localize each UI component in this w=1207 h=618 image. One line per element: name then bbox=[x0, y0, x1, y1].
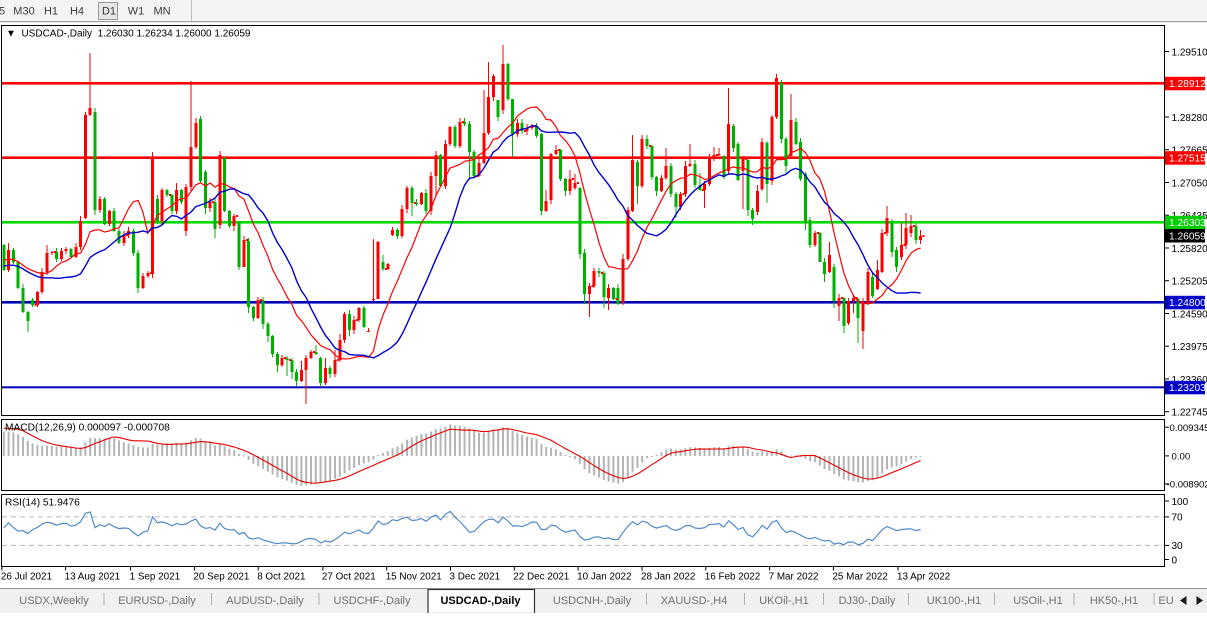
svg-text:0: 0 bbox=[1172, 555, 1178, 566]
svg-text:USDCHF-,Daily: USDCHF-,Daily bbox=[334, 595, 412, 607]
svg-text:USDCAD-,Daily: USDCAD-,Daily bbox=[440, 595, 521, 607]
svg-text:22 Dec 2021: 22 Dec 2021 bbox=[513, 572, 570, 583]
svg-text:7 Mar 2022: 7 Mar 2022 bbox=[769, 572, 819, 583]
svg-text:USDX,Weekly: USDX,Weekly bbox=[19, 595, 89, 607]
svg-text:25 Mar 2022: 25 Mar 2022 bbox=[832, 572, 887, 583]
svg-text:20 Sep 2021: 20 Sep 2021 bbox=[193, 572, 250, 583]
svg-text:EU: EU bbox=[1158, 595, 1173, 607]
svg-text:1.23203: 1.23203 bbox=[1169, 383, 1206, 394]
svg-text:H1: H1 bbox=[44, 6, 58, 18]
svg-text:0.009345: 0.009345 bbox=[1170, 423, 1207, 434]
svg-text:1.26303: 1.26303 bbox=[1169, 218, 1206, 229]
svg-text:16 Feb 2022: 16 Feb 2022 bbox=[705, 572, 760, 583]
svg-text:100: 100 bbox=[1172, 497, 1189, 508]
svg-text:28 Jan 2022: 28 Jan 2022 bbox=[641, 572, 695, 583]
svg-text:USOil-,H1: USOil-,H1 bbox=[1013, 595, 1063, 607]
svg-text:USDCNH-,Daily: USDCNH-,Daily bbox=[553, 595, 632, 607]
svg-text:5: 5 bbox=[0, 6, 5, 18]
svg-text:RSI(14) 51.9476: RSI(14) 51.9476 bbox=[5, 498, 80, 509]
svg-text:1.27050: 1.27050 bbox=[1172, 178, 1207, 189]
svg-text:10 Jan 2022: 10 Jan 2022 bbox=[577, 572, 631, 583]
svg-text:▼ USDCAD-,Daily 1.26030 1.26: ▼ USDCAD-,Daily 1.26030 1.26234 1.26000 … bbox=[6, 29, 251, 40]
svg-text:AUDUSD-,Daily: AUDUSD-,Daily bbox=[226, 595, 304, 607]
svg-text:1.29510: 1.29510 bbox=[1172, 47, 1207, 58]
svg-text:1.23975: 1.23975 bbox=[1172, 342, 1207, 353]
svg-text:MN: MN bbox=[153, 6, 170, 18]
svg-text:3 Dec 2021: 3 Dec 2021 bbox=[450, 572, 501, 583]
svg-text:W1: W1 bbox=[128, 6, 145, 18]
svg-text:DJ30-,Daily: DJ30-,Daily bbox=[839, 595, 896, 607]
svg-text:HK50-,H1: HK50-,H1 bbox=[1090, 595, 1138, 607]
svg-text:15 Nov 2021: 15 Nov 2021 bbox=[386, 572, 443, 583]
svg-text:1.27515: 1.27515 bbox=[1169, 154, 1206, 165]
svg-text:13 Apr 2022: 13 Apr 2022 bbox=[897, 572, 950, 583]
svg-text:27 Oct 2021: 27 Oct 2021 bbox=[322, 572, 376, 583]
svg-text:13 Aug 2021: 13 Aug 2021 bbox=[65, 572, 121, 583]
svg-text:1 Sep 2021: 1 Sep 2021 bbox=[130, 572, 181, 583]
svg-text:1.24590: 1.24590 bbox=[1172, 309, 1207, 320]
svg-text:UK100-,H1: UK100-,H1 bbox=[927, 595, 981, 607]
svg-text:MACD(12,26,9) 0.000097 -0.0007: MACD(12,26,9) 0.000097 -0.000708 bbox=[5, 423, 170, 434]
svg-text:EURUSD-,Daily: EURUSD-,Daily bbox=[118, 595, 196, 607]
svg-text:XAUUSD-,H4: XAUUSD-,H4 bbox=[661, 595, 728, 607]
svg-text:1.22745: 1.22745 bbox=[1172, 408, 1207, 419]
svg-text:1.24800: 1.24800 bbox=[1169, 298, 1206, 309]
svg-text:-0.008902: -0.008902 bbox=[1167, 480, 1207, 491]
svg-text:D1: D1 bbox=[102, 6, 116, 18]
svg-text:1.28280: 1.28280 bbox=[1172, 113, 1207, 124]
svg-text:M30: M30 bbox=[13, 6, 34, 18]
svg-text:8 Oct 2021: 8 Oct 2021 bbox=[257, 572, 306, 583]
svg-text:1.25205: 1.25205 bbox=[1172, 277, 1207, 288]
svg-text:30: 30 bbox=[1172, 541, 1184, 552]
svg-text:1.25820: 1.25820 bbox=[1172, 244, 1207, 255]
svg-text:0.00: 0.00 bbox=[1172, 452, 1191, 463]
svg-text:UKOil-,H1: UKOil-,H1 bbox=[759, 595, 809, 607]
svg-text:1.26059: 1.26059 bbox=[1169, 231, 1206, 242]
svg-text:H4: H4 bbox=[70, 6, 84, 18]
svg-text:26 Jul 2021: 26 Jul 2021 bbox=[1, 572, 53, 583]
svg-text:1.28912: 1.28912 bbox=[1169, 79, 1206, 90]
svg-text:70: 70 bbox=[1172, 513, 1184, 524]
